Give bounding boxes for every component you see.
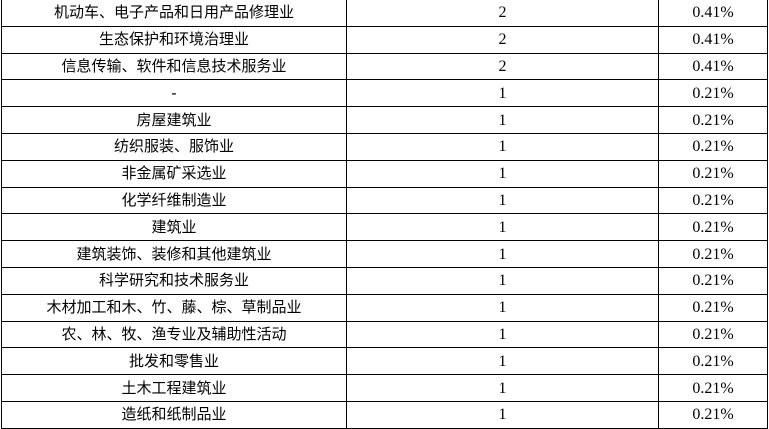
percent-cell: 0.21% (658, 213, 768, 242)
table-row: 造纸和纸制品业 1 0.21% (1, 400, 768, 429)
table-row: 机动车、电子产品和日用产品修理业 2 0.41% (1, 0, 768, 27)
industry-cell: 信息传输、软件和信息技术服务业 (1, 52, 347, 81)
percent-cell: 0.41% (658, 52, 768, 81)
percent-cell: 0.21% (658, 266, 768, 295)
count-cell: 1 (346, 159, 659, 188)
count-cell: 2 (346, 52, 659, 81)
percent-cell: 0.21% (658, 79, 768, 108)
table-row: 非金属矿采选业 1 0.21% (1, 159, 768, 188)
percent-cell: 0.21% (658, 186, 768, 215)
industry-cell: 纺织服装、服饰业 (1, 132, 347, 161)
count-cell: 1 (346, 79, 659, 108)
count-cell: 1 (346, 106, 659, 134)
percent-cell: 0.21% (658, 159, 768, 188)
percent-cell: 0.21% (658, 106, 768, 134)
count-cell: 1 (346, 266, 659, 295)
industry-cell: 木材加工和木、竹、藤、棕、草制品业 (1, 293, 347, 322)
table-row: -1 0.21% (1, 79, 768, 108)
count-cell: 2 (346, 25, 659, 54)
count-cell: 1 (346, 213, 659, 242)
table-row: 房屋建筑业 1 0.21% (1, 106, 768, 134)
table-row: 化学纤维制造业 1 0.21% (1, 186, 768, 215)
count-cell: 1 (346, 293, 659, 322)
industry-cell: 非金属矿采选业 (1, 159, 347, 188)
count-cell: 1 (346, 132, 659, 161)
table-row: 批发和零售业 1 0.21% (1, 347, 768, 376)
industry-cell: 房屋建筑业 (1, 106, 347, 134)
industry-cell: 科学研究和技术服务业 (1, 266, 347, 295)
count-cell: 1 (346, 240, 659, 268)
table-row: 科学研究和技术服务业 1 0.21% (1, 266, 768, 295)
percent-cell: 0.41% (658, 25, 768, 54)
count-cell: 1 (346, 374, 659, 402)
industry-cell: 化学纤维制造业 (1, 186, 347, 215)
percent-cell: 0.21% (658, 132, 768, 161)
percent-cell: 0.21% (658, 320, 768, 349)
count-cell: 1 (346, 347, 659, 376)
industry-cell: - (1, 79, 347, 108)
count-cell: 1 (346, 320, 659, 349)
percent-cell: 0.21% (658, 400, 768, 429)
count-cell: 1 (346, 186, 659, 215)
table-row: 建筑业 1 0.21% (1, 213, 768, 242)
table-row: 建筑装饰、装修和其他建筑业 1 0.21% (1, 240, 768, 268)
percent-cell: 0.21% (658, 374, 768, 402)
count-cell: 1 (346, 400, 659, 429)
industry-cell: 建筑装饰、装修和其他建筑业 (1, 240, 347, 268)
percent-cell: 0.21% (658, 347, 768, 376)
industry-cell: 农、林、牧、渔专业及辅助性活动 (1, 320, 347, 349)
table-row: 纺织服装、服饰业 1 0.21% (1, 132, 768, 161)
table-row: 木材加工和木、竹、藤、棕、草制品业 1 0.21% (1, 293, 768, 322)
industry-cell: 建筑业 (1, 213, 347, 242)
percent-cell: 0.21% (658, 240, 768, 268)
table-row: 生态保护和环境治理业 2 0.41% (1, 25, 768, 54)
percent-cell: 0.41% (658, 0, 768, 27)
count-cell: 2 (346, 0, 659, 27)
industry-cell: 造纸和纸制品业 (1, 400, 347, 429)
industry-cell: 机动车、电子产品和日用产品修理业 (1, 0, 347, 27)
table-row: 土木工程建筑业 1 0.21% (1, 374, 768, 402)
percent-cell: 0.21% (658, 293, 768, 322)
industry-cell: 生态保护和环境治理业 (1, 25, 347, 54)
table-row: 农、林、牧、渔专业及辅助性活动 1 0.21% (1, 320, 768, 349)
table-row: 信息传输、软件和信息技术服务业 2 0.41% (1, 52, 768, 81)
industry-cell: 土木工程建筑业 (1, 374, 347, 402)
industry-cell: 批发和零售业 (1, 347, 347, 376)
